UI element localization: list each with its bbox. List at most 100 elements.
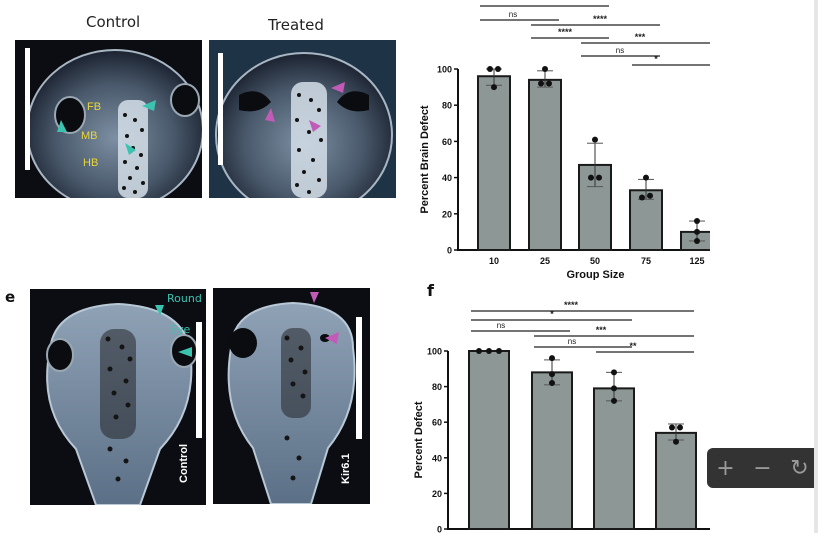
data-point (677, 424, 683, 431)
bar (528, 78, 562, 251)
data-point (611, 397, 617, 404)
scale-bar (25, 48, 30, 170)
panel-letter-f: f (427, 281, 434, 300)
bar (468, 350, 510, 530)
data-point (588, 174, 594, 181)
y-tick-label: 80 (432, 382, 442, 392)
arrowhead-icon (265, 108, 275, 122)
arrowhead-icon (310, 292, 319, 303)
round-annotation: Round (167, 292, 202, 305)
plus-icon: + (716, 455, 735, 481)
data-point (491, 84, 497, 91)
hb-label: HB (83, 157, 99, 169)
data-point (549, 380, 555, 387)
data-point (669, 424, 675, 431)
arrowhead-icon (142, 100, 156, 111)
data-point (611, 385, 617, 392)
zoom-out-button[interactable]: − (744, 448, 781, 488)
data-point (643, 174, 649, 181)
data-point (486, 348, 492, 354)
significance-label: ns (497, 321, 505, 330)
arrowhead-icon (309, 120, 321, 132)
data-point (549, 371, 555, 378)
data-point (487, 66, 493, 72)
mb-label: MB (81, 130, 98, 142)
rotate-button[interactable]: ↻ (781, 448, 818, 488)
kir61-tadpole-image: Kir6.1 (213, 288, 370, 504)
control-embryo-image: FB MB HB (15, 40, 202, 198)
bar (593, 387, 635, 530)
data-point (549, 355, 555, 362)
data-point (592, 136, 598, 143)
minus-icon: − (753, 455, 772, 481)
scale-bar (218, 53, 223, 165)
y-tick-label: 20 (432, 489, 442, 499)
y-tick-label: 100 (437, 65, 452, 75)
significance-label: **** (564, 300, 579, 310)
arrowhead-icon (125, 143, 136, 155)
data-point (596, 174, 602, 181)
significance-label: ns (616, 46, 624, 55)
treated-title: Treated (268, 16, 324, 34)
significance-label: * (550, 309, 554, 319)
significance-label: **** (523, 0, 538, 5)
control-arrowheads-e (155, 305, 192, 357)
x-axis-label: Group Size (566, 269, 624, 280)
data-point (694, 228, 700, 235)
significance-label: * (654, 54, 658, 64)
y-tick-label: 100 (427, 347, 442, 357)
scale-bar (196, 322, 202, 438)
kir61-label: Kir6.1 (340, 453, 352, 484)
treated-embryo-image (209, 40, 396, 198)
control-label: Control (178, 443, 190, 483)
data-point (694, 237, 700, 244)
bar (629, 189, 663, 252)
vertical-scrollbar[interactable] (814, 0, 818, 533)
arrowhead-icon (155, 305, 164, 316)
eye-annotation: Eye (170, 323, 191, 336)
data-point (673, 438, 679, 445)
y-tick-label: 40 (442, 173, 452, 183)
data-point (647, 192, 653, 199)
data-point (496, 348, 502, 354)
y-axis-label: Percent Brain Defect (419, 105, 431, 214)
x-tick-label: 10 (489, 256, 499, 266)
arrowhead-icon (325, 332, 339, 344)
data-point (694, 218, 700, 225)
brain-defect-chart: 0 20 40 60 80 100 Percent Brain Defect 10 25 50 75… (419, 0, 710, 280)
bar (477, 75, 511, 251)
arrowhead-icon (331, 82, 345, 93)
kir61-tadpole-illustration (227, 292, 356, 504)
y-axis-label: Percent Defect (413, 401, 425, 478)
bar (531, 371, 573, 530)
x-tick-label: 50 (590, 256, 600, 266)
treated-embryo-illustration (209, 40, 396, 198)
data-point (538, 80, 544, 87)
y-tick-label: 60 (432, 418, 442, 428)
significance-label: *** (596, 325, 607, 335)
y-tick-label: 0 (437, 525, 442, 533)
significance-label: *** (635, 32, 646, 42)
rotate-icon: ↻ (790, 455, 809, 481)
zoom-in-button[interactable]: + (707, 448, 744, 488)
panel-letter-e: e (5, 288, 16, 306)
control-title: Control (86, 13, 141, 31)
significance-label: **** (558, 27, 573, 37)
viewer-toolbar: + − ↻ (707, 448, 818, 488)
data-point (611, 369, 617, 376)
arrowhead-icon (57, 120, 67, 132)
y-tick-label: 20 (442, 209, 452, 219)
control-tadpole-illustration (46, 302, 198, 505)
y-tick-label: 80 (442, 101, 452, 111)
significance-label: ** (629, 341, 637, 351)
significance-label: ns (509, 10, 517, 19)
data-point (546, 80, 552, 87)
y-tick-label: 60 (442, 137, 452, 147)
bar (655, 431, 697, 531)
control-tadpole-image: Control (30, 289, 206, 505)
arrowhead-icon (178, 347, 192, 357)
y-tick-label: 0 (447, 246, 452, 256)
significance-label: **** (593, 14, 608, 24)
scale-bar (356, 317, 362, 439)
